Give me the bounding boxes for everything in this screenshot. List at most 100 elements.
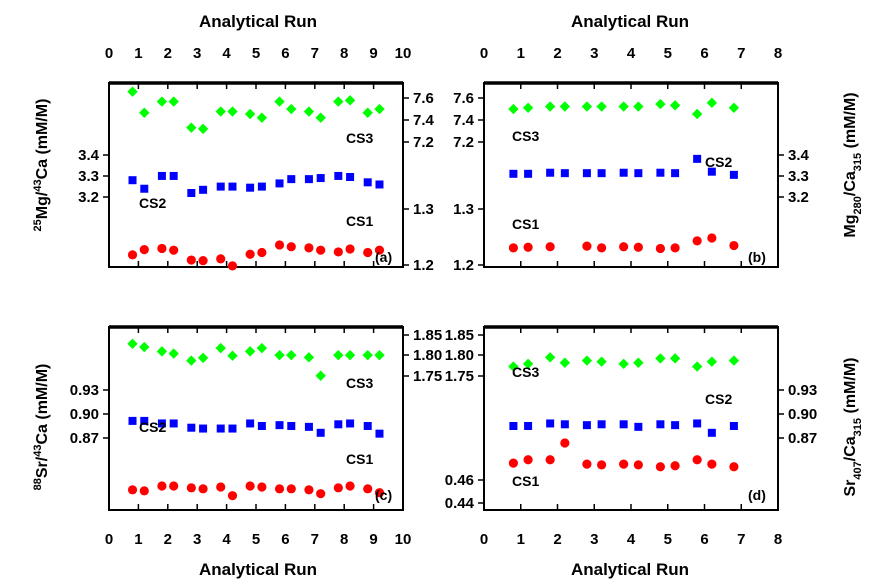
point-CS1 — [304, 243, 314, 253]
point-CS2 — [656, 168, 665, 177]
y-tick-label-left: 0.46 — [445, 472, 474, 489]
point-CS3 — [215, 106, 226, 117]
point-CS1 — [633, 460, 643, 470]
y-tick-label-left: 1.2 — [453, 257, 474, 274]
point-CS3 — [256, 342, 268, 354]
point-CS2 — [316, 428, 325, 437]
point-CS3 — [618, 358, 629, 370]
y-tick-label-right: 0.90 — [788, 406, 817, 423]
series-CS1 — [127, 240, 385, 271]
point-CS2 — [257, 182, 266, 191]
series-CS1 — [508, 438, 739, 472]
point-CS3 — [186, 355, 197, 366]
point-CS2 — [257, 422, 266, 430]
point-CS2 — [275, 179, 284, 188]
point-CS1 — [363, 484, 373, 494]
series-label-CS1: CS1 — [512, 216, 539, 232]
x-tick-label: 6 — [281, 531, 289, 548]
x-tick-label: 6 — [700, 531, 708, 548]
series-CS1 — [508, 233, 739, 254]
point-CS2 — [546, 168, 555, 177]
point-CS2 — [287, 422, 296, 430]
point-CS1 — [582, 241, 592, 251]
series-CS2 — [509, 154, 738, 179]
x-tick-label: 2 — [553, 531, 561, 548]
point-CS1 — [186, 255, 196, 265]
x-tick-label: 7 — [737, 531, 745, 548]
point-CS3 — [618, 101, 629, 112]
series-label-CS2: CS2 — [139, 419, 166, 435]
series-CS3 — [508, 97, 740, 120]
point-CS3 — [168, 96, 179, 107]
series-label-CS1: CS1 — [346, 451, 373, 467]
point-CS3 — [315, 370, 326, 381]
series-label-CS3: CS3 — [346, 130, 373, 146]
series-label-CS2: CS2 — [139, 195, 166, 211]
point-CS3 — [215, 342, 226, 354]
y-tick-label-right: 3.2 — [788, 189, 809, 206]
point-CS1 — [374, 245, 385, 255]
point-CS1 — [245, 249, 255, 259]
x-tick-label: 8 — [774, 531, 782, 548]
point-CS1 — [508, 458, 518, 468]
top-xlabel-left: Analytical Run — [199, 12, 317, 31]
point-CS2 — [169, 171, 178, 180]
point-CS3 — [544, 101, 556, 112]
point-CS3 — [655, 98, 666, 110]
point-CS2 — [707, 167, 716, 176]
y-tick-label-left: 3.4 — [78, 147, 100, 164]
point-CS1 — [523, 242, 533, 252]
point-CS3 — [244, 346, 256, 357]
point-CS1 — [245, 481, 255, 491]
point-CS2 — [287, 175, 296, 184]
x-tick-label: 3 — [193, 531, 201, 548]
panel-d: 0 1 2 3 4 5 6 7 8 1.85 1.80 1.75 0.46 0.44 0.93 0.90 0.8… — [445, 325, 817, 548]
x-tick-label: 9 — [369, 45, 377, 62]
point-CS3 — [581, 101, 593, 112]
point-CS2 — [216, 424, 225, 433]
point-CS3 — [139, 107, 150, 118]
ylabel-right-b: Mg280/Ca315 (mM/M) — [842, 92, 864, 237]
point-CS3 — [168, 348, 179, 359]
point-CS1 — [670, 243, 680, 253]
y-tick-label-right: 3.4 — [788, 147, 810, 164]
x-tick-label: 7 — [311, 45, 319, 62]
point-CS3 — [227, 106, 238, 117]
point-CS2 — [128, 176, 137, 185]
x-tick-label: 6 — [281, 45, 289, 62]
point-CS1 — [508, 243, 518, 253]
x-tick-label: 5 — [664, 45, 672, 62]
point-CS1 — [274, 484, 285, 494]
point-CS2 — [634, 422, 643, 431]
point-CS2 — [140, 184, 149, 193]
point-CS1 — [257, 482, 267, 492]
point-CS3 — [156, 96, 168, 107]
point-CS1 — [286, 484, 296, 494]
series-CS2 — [128, 416, 384, 438]
point-CS1 — [670, 461, 680, 471]
point-CS1 — [345, 244, 355, 254]
point-CS3 — [581, 355, 593, 366]
point-CS1 — [127, 485, 138, 495]
series-CS2 — [128, 171, 384, 197]
x-tick-label: 4 — [627, 531, 636, 548]
point-CS3 — [706, 356, 718, 367]
point-CS3 — [669, 353, 681, 364]
point-CS1 — [655, 243, 666, 254]
point-CS1 — [619, 459, 629, 469]
point-CS3 — [362, 107, 373, 118]
point-CS1 — [374, 488, 385, 498]
point-CS2 — [509, 169, 518, 178]
point-CS2 — [375, 429, 384, 438]
y-tick-label-right: 3.3 — [788, 168, 809, 185]
panel-frame-a — [108, 82, 404, 268]
point-CS2 — [582, 169, 591, 178]
point-CS2 — [140, 416, 149, 425]
point-CS3 — [186, 122, 197, 133]
point-CS2 — [246, 183, 255, 192]
point-CS3 — [655, 353, 666, 364]
x-tick-label: 10 — [395, 531, 412, 548]
y-tick-label-left: 1.3 — [453, 201, 474, 218]
point-CS2 — [334, 171, 343, 180]
